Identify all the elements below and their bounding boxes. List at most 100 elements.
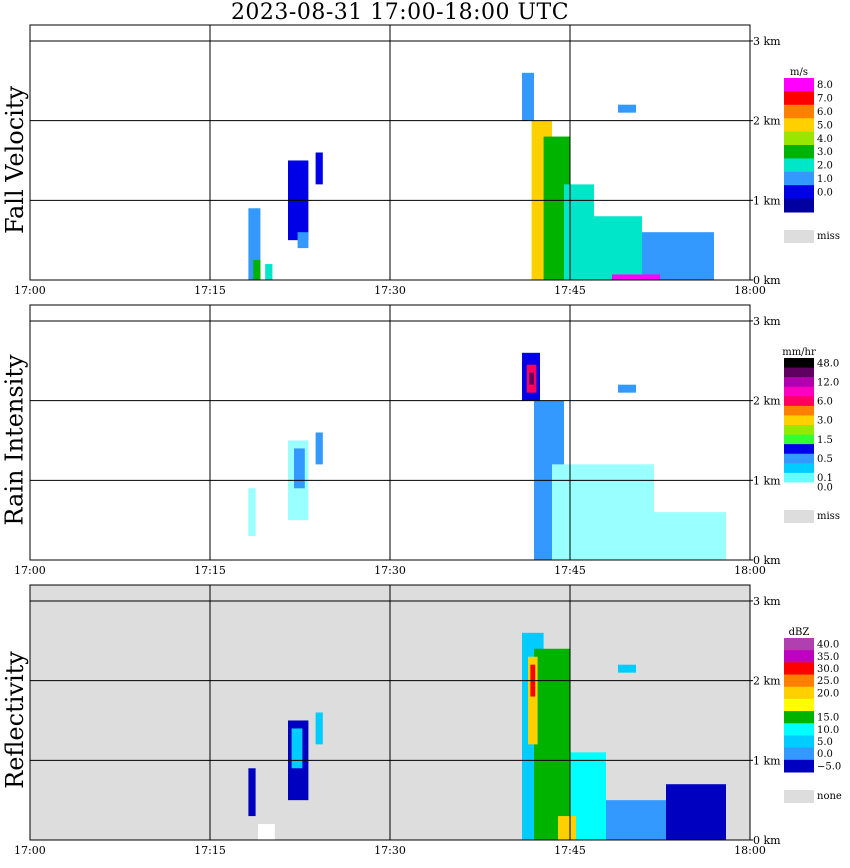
legend-label: 0.0: [817, 187, 833, 198]
legend-label: 15.0: [817, 713, 839, 724]
data-region: [654, 512, 726, 560]
x-tick-label: 17:15: [194, 844, 226, 857]
legend-label: 2.0: [817, 161, 833, 172]
legend-missing-swatch: [784, 230, 814, 243]
legend-label: 25.0: [817, 676, 839, 687]
legend-label: 10.0: [817, 725, 839, 736]
y-tick-label: 3 km: [753, 595, 781, 608]
legend-swatch: [784, 145, 814, 159]
rain-intensity-chart: 17:00 17:15 17:30 17:45 18:000 km 1 km 2 km 3 k…: [14, 304, 840, 577]
data-region: [291, 728, 303, 769]
legend-label: 8.0: [817, 80, 833, 91]
y-tick-label: 2 km: [753, 115, 781, 128]
page-title: 2023-08-31 17:00-18:00 UTC: [230, 0, 570, 25]
legend-swatch: [784, 118, 814, 133]
legend-swatch: [784, 434, 814, 445]
legend-missing-label: none: [817, 791, 842, 802]
legend-label: 0.0: [817, 749, 833, 760]
legend-swatch: [784, 386, 814, 397]
data-region: [612, 274, 660, 280]
legend-label: 0.0: [817, 483, 833, 494]
x-tick-label: 17:45: [554, 284, 586, 297]
legend-swatch: [784, 735, 814, 749]
legend-label: 0.5: [817, 454, 833, 465]
legend-label: 1.5: [817, 435, 833, 446]
legend-swatch: [784, 185, 814, 200]
legend-swatch: [784, 171, 814, 186]
legend-label: 5.0: [817, 737, 833, 748]
x-tick-label: 17:45: [554, 564, 586, 577]
data-region: [558, 816, 576, 840]
legend-swatch: [784, 91, 814, 106]
rain-intensity-panel: Rain Intensity 17:00 17:15 17:30 17:45 18:00…: [0, 300, 850, 580]
y-tick-label: 0 km: [753, 274, 781, 287]
legend-label: 3.0: [817, 147, 833, 158]
legend-label: 1.0: [817, 174, 833, 185]
legend-swatch: [784, 104, 814, 119]
data-region: [588, 216, 642, 280]
legend-swatch: [784, 711, 814, 724]
data-region: [618, 104, 636, 113]
fall-velocity-panel: Fall Velocity 17:00 17:15 17:30 17:45 18:00 0…: [0, 20, 850, 300]
legend-swatch: [784, 158, 814, 173]
legend-unit: m/s: [790, 67, 808, 78]
legend-swatch: [784, 723, 814, 736]
legend-swatch: [784, 638, 814, 651]
legend-swatch: [784, 650, 814, 663]
legend-label: 20.0: [817, 688, 839, 699]
legend-label: 4.0: [817, 134, 833, 145]
legend-swatch: [784, 367, 814, 378]
plot-frame: [29, 584, 751, 841]
y-tick-label: 2 km: [753, 675, 781, 688]
y-tick-label: 1 km: [753, 194, 781, 207]
x-tick-label: 18:00: [734, 564, 766, 577]
data-region: [315, 432, 323, 465]
legend-swatch: [784, 747, 814, 761]
y-tick-label: 0 km: [753, 834, 781, 847]
reflectivity-panel: Reflectivity 17:00 17:15 17:30 17:45 18:00 0 …: [0, 580, 850, 860]
legend-swatch: [784, 396, 814, 407]
data-region: [315, 712, 323, 745]
x-tick-label: 17:00: [14, 284, 46, 297]
data-region: [666, 784, 726, 840]
data-region: [552, 464, 654, 560]
legend-missing-label: miss: [817, 231, 840, 242]
legend-label: 7.0: [817, 94, 833, 105]
legend-swatch: [784, 78, 814, 92]
legend-label: 12.0: [817, 377, 839, 388]
data-region: [253, 260, 261, 280]
legend-swatch: [784, 453, 814, 464]
legend-swatch: [784, 444, 814, 455]
legend-label: 3.0: [817, 416, 833, 427]
legend-swatch: [784, 198, 814, 213]
data-region: [265, 264, 273, 280]
y-tick-label: 3 km: [753, 35, 781, 48]
legend-swatch: [784, 472, 814, 483]
legend-label: 40.0: [817, 640, 839, 651]
plot-frame: [29, 304, 751, 561]
data-region: [534, 648, 570, 840]
data-region: [248, 488, 256, 537]
y-tick-label: 2 km: [753, 395, 781, 408]
legend-swatch: [784, 377, 814, 388]
data-region: [294, 448, 305, 489]
x-tick-label: 17:00: [14, 844, 46, 857]
legend-swatch: [784, 463, 814, 474]
legend-label: 0.1: [817, 473, 833, 484]
data-region: [529, 372, 534, 385]
legend-label: 5.0: [817, 120, 833, 131]
data-region: [618, 384, 636, 393]
legend-swatch: [784, 131, 814, 146]
plot-frame: [29, 24, 751, 281]
y-tick-label: 1 km: [753, 754, 781, 767]
legend-swatch: [784, 686, 814, 700]
y-tick-label: 1 km: [753, 474, 781, 487]
x-tick-label: 18:00: [734, 284, 766, 297]
legend-label: 35.0: [817, 652, 839, 663]
data-region: [248, 768, 256, 817]
y-tick-label: 3 km: [753, 315, 781, 328]
data-region: [258, 824, 275, 840]
data-region: [528, 656, 538, 745]
data-region: [315, 152, 323, 185]
legend-missing-swatch: [784, 790, 814, 803]
